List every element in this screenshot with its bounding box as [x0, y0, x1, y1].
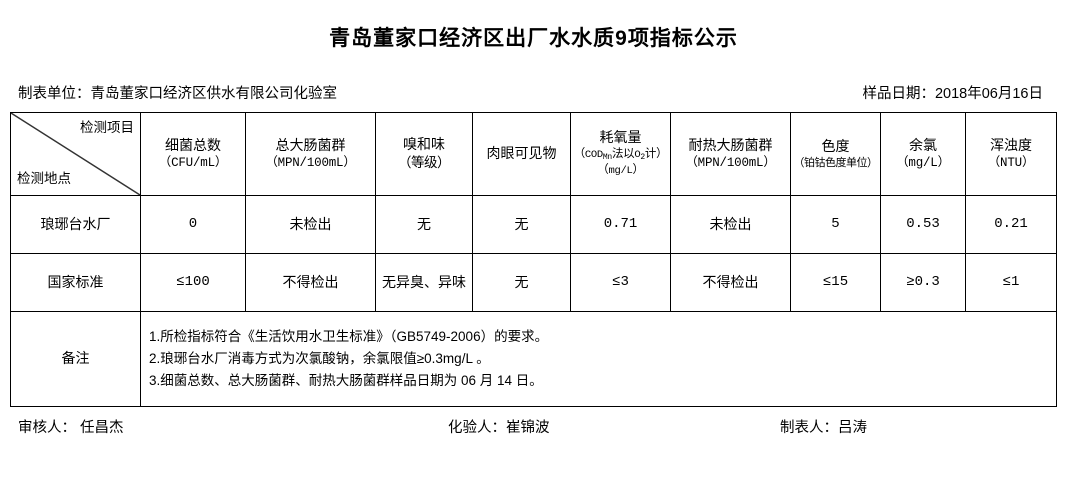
- corner-row-axis-label: 检测地点: [17, 170, 71, 186]
- column-header-chromaticity: 色度 （铂钴色度单位）: [790, 112, 881, 196]
- column-header-turbidity: 浑浊度 （NTU）: [965, 112, 1057, 196]
- column-header-odor-and-taste: 嗅和味 （等级）: [375, 112, 473, 196]
- table-notes-row: 备注 1.所检指标符合《生活饮用水卫生标准》（GB5749-2006）的要求。 …: [10, 311, 1057, 407]
- cell-value: ≤15: [790, 253, 881, 312]
- reviewer-label: 审核人： 任昌杰: [18, 420, 124, 436]
- column-header-unit: （mg/L）: [896, 155, 950, 170]
- cell-value: 0: [140, 195, 246, 254]
- column-header-oxygen-consumption: 耗氧量 （CODMn法以O2计）（mg/L）: [570, 112, 671, 196]
- column-header-unit: （CODMn法以O2计）（mg/L）: [573, 148, 668, 178]
- corner-column-axis-label: 检测项目: [80, 120, 134, 135]
- column-header-unit: （MPN/100mL）: [265, 155, 356, 170]
- column-header-name: 肉眼可见物: [486, 145, 557, 162]
- cell-value: 无: [375, 195, 473, 254]
- column-header-total-coliform: 总大肠菌群 （MPN/100mL）: [245, 112, 376, 196]
- tester-label: 化验人：崔锦波: [448, 420, 550, 436]
- note-line: 3.细菌总数、总大肠菌群、耐热大肠菌群样品日期为 06 月 14 日。: [149, 372, 543, 388]
- cell-value: 5: [790, 195, 881, 254]
- diagonal-divider-icon: [11, 113, 140, 195]
- cell-value: 无: [472, 253, 571, 312]
- note-line: 1.所检指标符合《生活饮用水卫生标准》（GB5749-2006）的要求。: [149, 329, 549, 345]
- cell-value: 不得检出: [245, 253, 376, 312]
- row-label-national-standard: 国家标准: [10, 253, 141, 312]
- table-row: 国家标准 ≤100 不得检出 无异臭、异味 无 ≤3 不得检出 ≤15 ≥0.3…: [10, 253, 1057, 312]
- column-header-name: 色度: [821, 138, 850, 154]
- column-header-name: 余氯: [909, 137, 937, 154]
- cell-value: ≤1: [965, 253, 1057, 312]
- column-header-name: 总大肠菌群: [275, 137, 346, 154]
- cell-value: 不得检出: [670, 253, 791, 312]
- water-quality-table: 检测项目 检测地点 细菌总数 （CFU/mL） 总大肠菌群 （MPN/100mL…: [10, 112, 1057, 407]
- column-header-unit: （CFU/mL）: [158, 155, 228, 170]
- cell-value: ≥0.3: [880, 253, 966, 312]
- column-header-name: 细菌总数: [165, 137, 221, 154]
- cell-value: 无异臭、异味: [375, 253, 473, 312]
- cell-value: 0.21: [965, 195, 1057, 254]
- column-header-unit: （铂钴色度单位）: [793, 156, 879, 169]
- row-label-plant: 琅琊台水厂: [10, 195, 141, 254]
- note-line: 2.琅琊台水厂消毒方式为次氯酸钠，余氯限值≥0.3mg/L 。: [149, 351, 490, 367]
- preparer-label: 制表人：吕涛: [780, 420, 867, 436]
- cell-value: 无: [472, 195, 571, 254]
- cell-value: ≤3: [570, 253, 671, 312]
- column-header-unit: （等级）: [398, 155, 451, 171]
- cell-value: 未检出: [245, 195, 376, 254]
- sample-date-label: 样品日期：2018年06月16日: [862, 86, 1043, 102]
- cell-value: 0.53: [880, 195, 966, 254]
- column-header-name: 耐热大肠菌群: [688, 137, 773, 154]
- document-meta: 制表单位：青岛董家口经济区供水有限公司化验室 样品日期：2018年06月16日: [18, 82, 1049, 102]
- page-title: 青岛董家口经济区出厂水水质9项指标公示: [329, 27, 738, 50]
- notes-label: 备注: [10, 311, 141, 407]
- table-row: 琅琊台水厂 0 未检出 无 无 0.71 未检出 5 0.53 0.21: [10, 195, 1057, 254]
- column-header-unit: （MPN/100mL）: [685, 155, 776, 170]
- cell-value: 0.71: [570, 195, 671, 254]
- column-header-residual-chlorine: 余氯 （mg/L）: [880, 112, 966, 196]
- column-header-unit: （NTU）: [987, 155, 1035, 170]
- column-header-thermotolerant-coliform: 耐热大肠菌群 （MPN/100mL）: [670, 112, 791, 196]
- column-header-name: 浑浊度: [990, 137, 1032, 154]
- table-header-row: 检测项目 检测地点 细菌总数 （CFU/mL） 总大肠菌群 （MPN/100mL…: [10, 112, 1057, 196]
- cell-value: ≤100: [140, 253, 246, 312]
- column-header-visible-matter: 肉眼可见物: [472, 112, 571, 196]
- notes-content: 1.所检指标符合《生活饮用水卫生标准》（GB5749-2006）的要求。 2.琅…: [140, 311, 1057, 407]
- column-header-name: 耗氧量: [599, 129, 642, 146]
- column-header-bacteria-count: 细菌总数 （CFU/mL）: [140, 112, 246, 196]
- cell-value: 未检出: [670, 195, 791, 254]
- corner-header-cell: 检测项目 检测地点: [10, 112, 141, 196]
- prepared-by-label: 制表单位：青岛董家口经济区供水有限公司化验室: [18, 86, 337, 102]
- column-header-name: 嗅和味: [403, 136, 445, 153]
- signature-footer: 审核人： 任昌杰 化验人：崔锦波 制表人：吕涛: [18, 416, 1049, 438]
